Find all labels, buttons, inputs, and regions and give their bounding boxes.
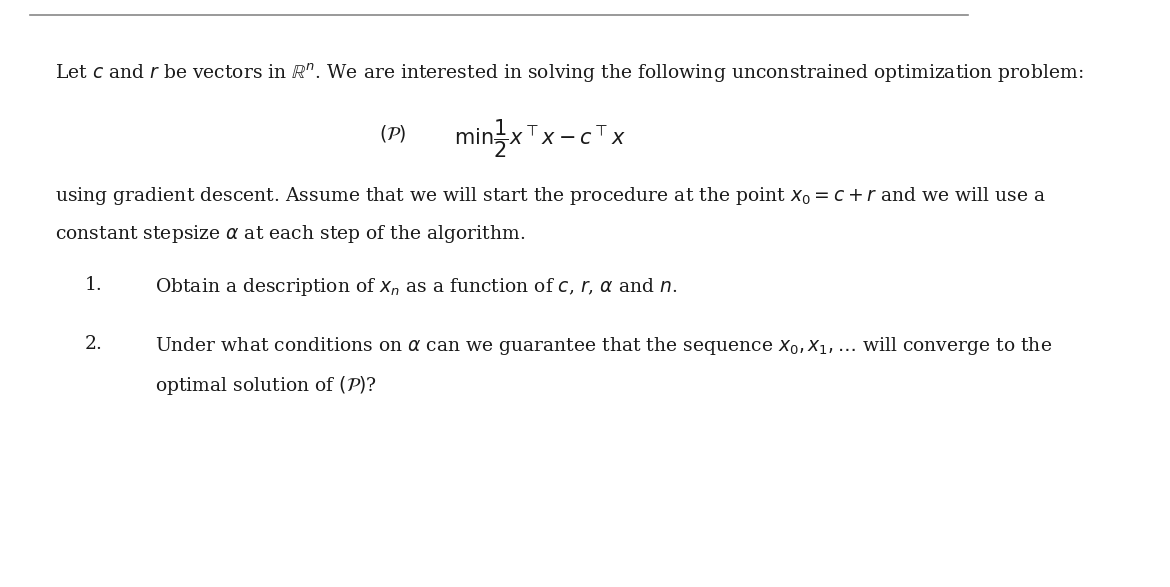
Text: Let $c$ and $r$ be vectors in $\mathbb{R}^n$. We are interested in solving the f: Let $c$ and $r$ be vectors in $\mathbb{R… bbox=[55, 62, 1083, 85]
Text: Under what conditions on $\alpha$ can we guarantee that the sequence $x_0, x_1, : Under what conditions on $\alpha$ can we… bbox=[154, 335, 1052, 356]
Text: $(\mathcal{P})$: $(\mathcal{P})$ bbox=[379, 123, 407, 144]
Text: $\min \dfrac{1}{2}x^{\top}x - c^{\top}x$: $\min \dfrac{1}{2}x^{\top}x - c^{\top}x$ bbox=[454, 117, 626, 160]
Text: constant stepsize $\alpha$ at each step of the algorithm.: constant stepsize $\alpha$ at each step … bbox=[55, 223, 525, 245]
Text: 1.: 1. bbox=[85, 276, 103, 294]
Text: Obtain a description of $x_n$ as a function of $c$, $r$, $\alpha$ and $n$.: Obtain a description of $x_n$ as a funct… bbox=[154, 276, 677, 298]
Text: using gradient descent. Assume that we will start the procedure at the point $x_: using gradient descent. Assume that we w… bbox=[55, 185, 1046, 207]
Text: 2.: 2. bbox=[85, 335, 103, 353]
Text: optimal solution of $(\mathcal{P})$?: optimal solution of $(\mathcal{P})$? bbox=[154, 374, 377, 397]
